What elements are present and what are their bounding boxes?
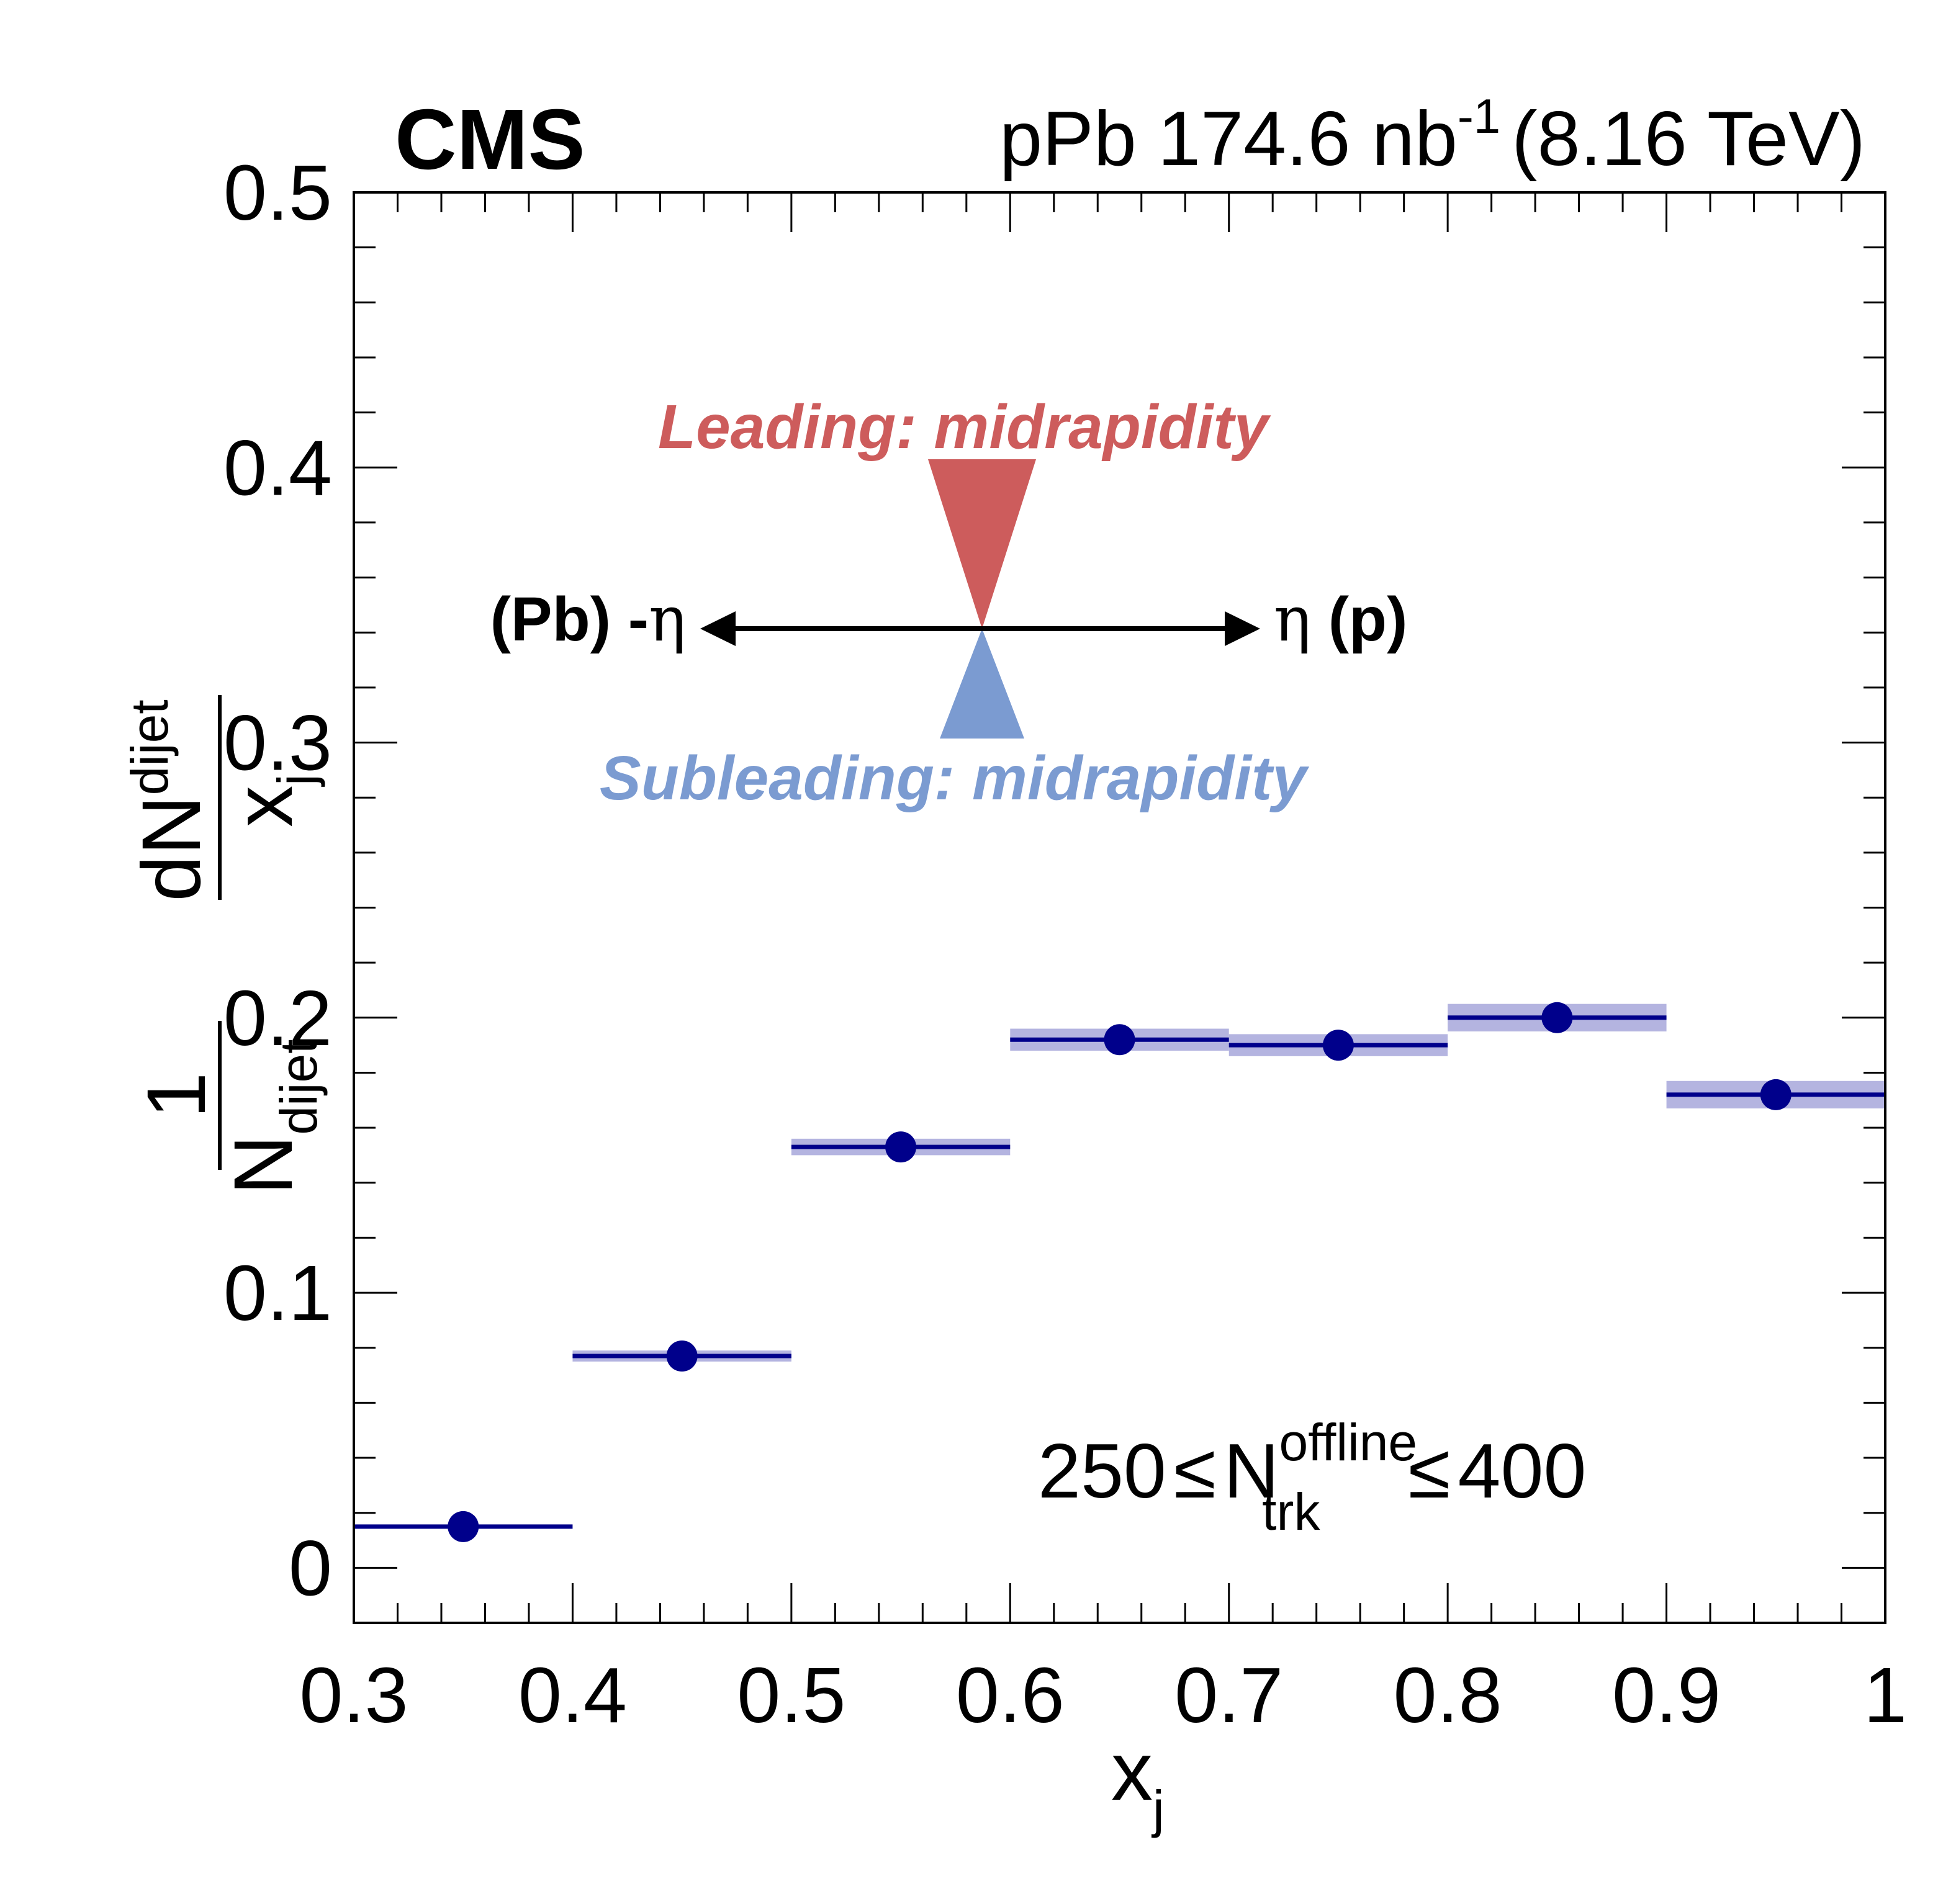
leading-cone <box>928 459 1036 629</box>
y-tick-label: 0.1 <box>223 1249 332 1337</box>
right-arrowhead <box>1225 611 1260 646</box>
luminosity-label: pPb 174.6 nb-1 (8.16 TeV) <box>999 89 1865 182</box>
svg-text:dNdijet: dNdijet <box>120 699 218 901</box>
x-tick-label: 0.7 <box>1174 1651 1283 1739</box>
subleading-annotation: Subleading: midrapidity <box>600 743 1309 813</box>
y-tick-label: 0.3 <box>223 699 332 787</box>
right-arrow-label: η (p) <box>1274 583 1407 655</box>
data-point <box>666 1340 698 1372</box>
y-tick-label: 0.4 <box>223 424 332 511</box>
subleading-cone <box>940 629 1024 739</box>
leading-annotation: Leading: midrapidity <box>658 392 1271 462</box>
axis-ticks <box>353 191 1886 1624</box>
x-tick-label: 0.3 <box>299 1651 408 1739</box>
left-arrow-label: (Pb) -η <box>490 583 686 655</box>
x-tick-label: 1 <box>1864 1651 1907 1739</box>
y-axis-title: 1 Ndijet dNdijet xj <box>120 695 328 1195</box>
x-tick-label: 0.5 <box>737 1651 845 1739</box>
x-tick-label: 0.4 <box>518 1651 627 1739</box>
data-point <box>1760 1079 1791 1110</box>
data-point <box>448 1511 479 1542</box>
y-tick-label: 0.2 <box>223 974 332 1062</box>
multiplicity-cut: 250≤Noffline trk ≤400 <box>1038 1413 1586 1541</box>
data-points <box>354 1002 1885 1542</box>
x-tick-label: 0.8 <box>1394 1651 1502 1739</box>
y-tick-label: 0.5 <box>223 149 332 236</box>
x-tick-label: 0.9 <box>1612 1651 1721 1739</box>
x-tick-labels: 0.3 0.4 0.5 0.6 0.7 0.8 0.9 1 <box>299 1651 1907 1739</box>
experiment-label: CMS <box>395 92 585 187</box>
data-point <box>1104 1024 1135 1056</box>
svg-text:Ndijet: Ndijet <box>217 1040 328 1195</box>
data-point <box>1541 1002 1573 1033</box>
svg-text:xj: xj <box>217 774 325 827</box>
data-point <box>1322 1030 1354 1061</box>
y-tick-labels: 0 0.1 0.2 0.3 0.4 0.5 <box>223 149 332 1612</box>
x-tick-label: 0.6 <box>956 1651 1065 1739</box>
svg-text:1: 1 <box>130 1072 223 1119</box>
left-arrowhead <box>700 611 736 646</box>
y-tick-label: 0 <box>289 1524 332 1612</box>
plot-frame <box>353 191 1886 1624</box>
x-axis-title: xj <box>1111 1725 1165 1838</box>
data-point <box>885 1131 917 1163</box>
